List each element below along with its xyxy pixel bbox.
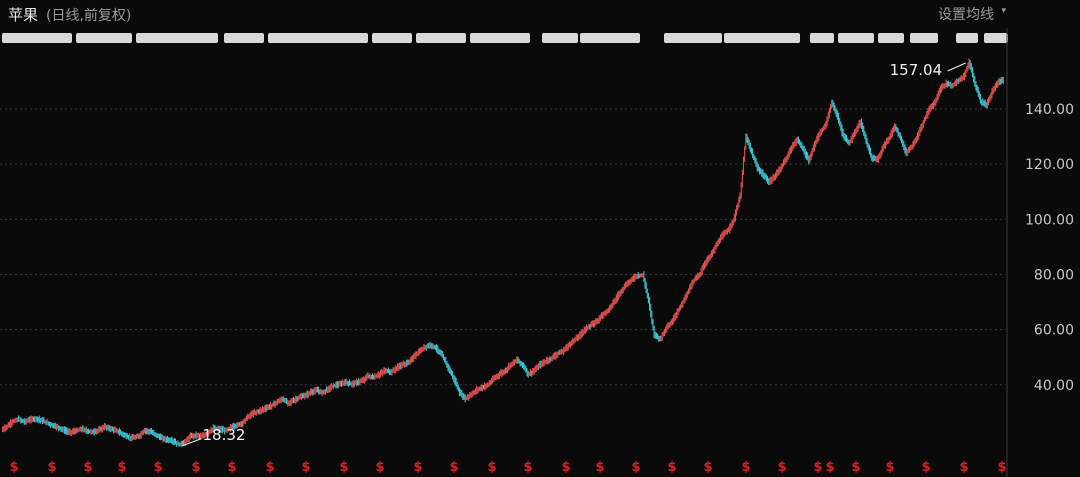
dividend-marker: $ bbox=[561, 460, 570, 475]
stock-name: 苹果 bbox=[8, 6, 39, 24]
dividend-marker: $ bbox=[851, 460, 860, 475]
ma-legend-value bbox=[878, 33, 904, 43]
y-tick-label: 140.00 bbox=[1025, 102, 1074, 118]
min-price-arrow bbox=[182, 438, 202, 447]
ma-legend-value bbox=[724, 33, 786, 43]
dividend-marker: $ bbox=[631, 460, 640, 475]
dividend-marker: $ bbox=[83, 460, 92, 475]
ma-legend-value bbox=[984, 33, 1008, 43]
dividend-marker: $ bbox=[825, 460, 834, 475]
ma-legend-strip bbox=[0, 30, 1008, 46]
ma-legend-value bbox=[810, 33, 834, 43]
ma-legend-value bbox=[956, 33, 978, 43]
ma-legend-value bbox=[268, 33, 368, 43]
y-tick-label: 80.00 bbox=[1034, 267, 1074, 283]
ma-legend-value bbox=[76, 33, 132, 43]
dividend-marker: $ bbox=[777, 460, 786, 475]
y-tick-label: 100.00 bbox=[1025, 212, 1074, 228]
y-tick-label: 60.00 bbox=[1034, 323, 1074, 339]
dividend-marker: $ bbox=[487, 460, 496, 475]
ma-legend-value bbox=[470, 33, 530, 43]
dividend-marker: $ bbox=[47, 460, 56, 475]
min-price-label: 18.32 bbox=[202, 425, 246, 444]
dividend-marker: $ bbox=[9, 460, 18, 475]
dividend-marker: $ bbox=[595, 460, 604, 475]
ma-legend-value bbox=[910, 33, 938, 43]
ma-legend-value bbox=[372, 33, 412, 43]
chart-subtitle: (日线,前复权) bbox=[46, 8, 132, 24]
dividend-marker: $ bbox=[667, 460, 676, 475]
ma-legend-value bbox=[2, 33, 72, 43]
ma-legend-value bbox=[416, 33, 466, 43]
dividend-marker: $ bbox=[191, 460, 200, 475]
dividend-marker: $ bbox=[117, 460, 126, 475]
dividend-marker: $ bbox=[301, 460, 310, 475]
dividend-marker: $ bbox=[227, 460, 236, 475]
dividend-marker: $ bbox=[921, 460, 930, 475]
ma-legend-value bbox=[542, 33, 578, 43]
ma-legend-value bbox=[136, 33, 218, 43]
max-price-label: 157.04 bbox=[889, 61, 943, 79]
max-price-arrow bbox=[947, 62, 966, 72]
dividend-marker: $ bbox=[997, 460, 1006, 475]
dividend-marker: $ bbox=[339, 460, 348, 475]
dividend-marker: $ bbox=[375, 460, 384, 475]
dividend-marker: $ bbox=[703, 460, 712, 475]
dividend-marker: $ bbox=[449, 460, 458, 475]
y-tick-label: 120.00 bbox=[1025, 157, 1074, 173]
dividend-marker: $ bbox=[413, 460, 422, 475]
ma-legend-value bbox=[838, 33, 874, 43]
ma-legend-value bbox=[766, 33, 800, 43]
ma-legend-value bbox=[580, 33, 640, 43]
ma-setting-button[interactable]: 设置均线 bbox=[938, 7, 994, 23]
dividend-marker: $ bbox=[959, 460, 968, 475]
dividend-marker: $ bbox=[265, 460, 274, 475]
dividend-marker: $ bbox=[741, 460, 750, 475]
chevron-down-icon[interactable]: ▾ bbox=[1001, 6, 1006, 16]
dividend-marker: $ bbox=[153, 460, 162, 475]
ma-legend-value bbox=[224, 33, 264, 43]
ma-legend-value bbox=[664, 33, 722, 43]
dividend-marker: $ bbox=[813, 460, 822, 475]
dividend-marker: $ bbox=[523, 460, 532, 475]
chart-header: 苹果 (日线,前复权) 设置均线 ▾ bbox=[0, 0, 1080, 28]
y-tick-label: 40.00 bbox=[1034, 378, 1074, 394]
dividend-marker: $ bbox=[885, 460, 894, 475]
